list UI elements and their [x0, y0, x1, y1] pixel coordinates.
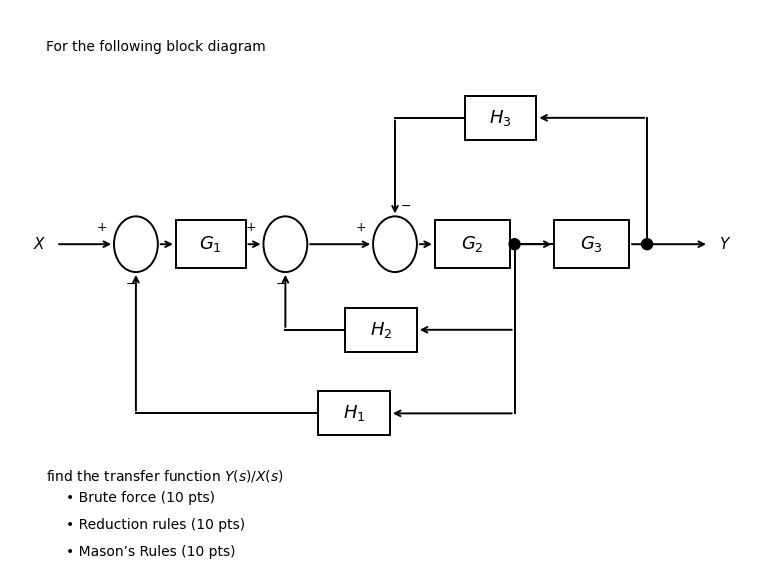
Text: • Brute force (10 pts): • Brute force (10 pts) — [66, 491, 215, 505]
Text: $X$: $X$ — [33, 236, 46, 252]
Text: +: + — [96, 221, 107, 234]
Text: $H_2$: $H_2$ — [370, 320, 392, 340]
Text: $Y$: $Y$ — [719, 236, 731, 252]
FancyBboxPatch shape — [465, 96, 536, 139]
Text: $-$: $-$ — [400, 199, 411, 212]
Text: $G_3$: $G_3$ — [580, 234, 603, 254]
Text: +: + — [246, 221, 256, 234]
Text: $-$: $-$ — [275, 277, 286, 290]
FancyBboxPatch shape — [435, 220, 510, 268]
Circle shape — [509, 239, 520, 250]
Circle shape — [641, 239, 652, 250]
Text: For the following block diagram: For the following block diagram — [46, 40, 266, 54]
FancyBboxPatch shape — [176, 220, 245, 268]
Text: $H_1$: $H_1$ — [343, 404, 365, 424]
Text: find the transfer function $Y(s)/X(s)$: find the transfer function $Y(s)/X(s)$ — [46, 468, 284, 484]
Text: $G_2$: $G_2$ — [461, 234, 484, 254]
Text: +: + — [355, 221, 366, 234]
Text: • Mason’s Rules (10 pts): • Mason’s Rules (10 pts) — [66, 545, 236, 559]
Text: • Reduction rules (10 pts): • Reduction rules (10 pts) — [66, 518, 245, 532]
Text: $-$: $-$ — [125, 277, 136, 290]
Text: $G_1$: $G_1$ — [199, 234, 222, 254]
FancyBboxPatch shape — [318, 391, 390, 435]
Text: $H_3$: $H_3$ — [489, 108, 512, 128]
FancyBboxPatch shape — [345, 308, 417, 352]
FancyBboxPatch shape — [554, 220, 629, 268]
